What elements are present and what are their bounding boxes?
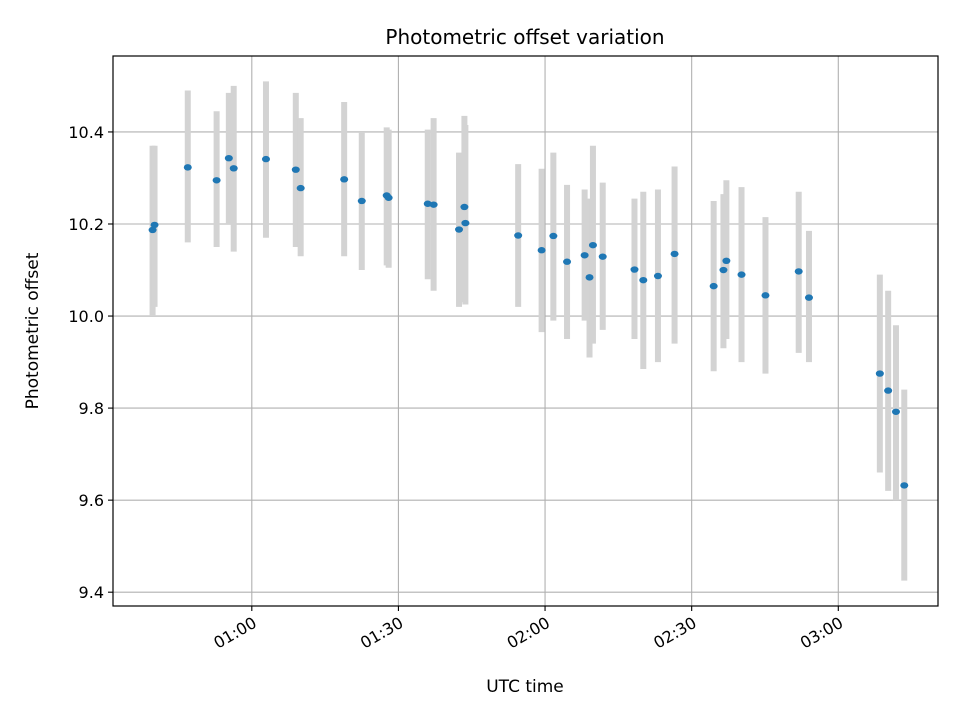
data-point [455,226,464,233]
data-point [891,408,900,415]
data-point [514,232,523,239]
data-point [296,184,305,192]
data-point [761,292,770,299]
grid-lines [113,56,938,606]
y-tick-label: 10.2 [68,215,104,234]
data-point [429,201,438,208]
data-point [598,253,607,260]
data-point [722,257,731,265]
x-tick-label: 03:00 [797,613,846,653]
plot-area-frame [112,55,939,607]
data-point [585,274,594,281]
data-point [875,370,884,377]
data-point [183,164,192,171]
data-point [384,194,393,201]
data-point [150,221,159,229]
x-tick-label: 02:00 [504,613,553,653]
data-point [212,177,221,184]
data-point [719,266,728,274]
data-point [639,276,648,284]
data-point [794,268,803,275]
data-point [709,282,718,290]
data-point [148,226,157,234]
x-axis-label: UTC time [486,677,564,697]
data-point [737,271,746,278]
data-point [884,387,893,394]
y-tick-label: 10.0 [68,307,104,326]
y-tick-label: 9.4 [79,583,104,602]
data-point [357,197,366,205]
data-point [588,241,597,249]
chart-title: Photometric offset variation [385,25,664,49]
data-point [291,166,300,173]
data-point [229,165,238,172]
data-point [460,203,469,211]
data-point [549,232,558,240]
data-point [670,250,679,258]
data-point [537,247,546,254]
data-point [461,219,470,227]
x-tick-label: 01:00 [210,613,259,653]
data-point [340,176,349,183]
data-point [224,154,233,162]
data-point [261,155,270,163]
x-tick-label: 01:30 [357,613,406,653]
y-tick-label: 9.8 [79,399,104,418]
y-tick-label: 10.4 [68,123,104,142]
x-tick-label: 02:30 [650,613,699,653]
data-point [580,252,589,259]
data-point [900,482,909,489]
y-tick-label: 9.6 [79,491,104,510]
data-points [148,154,909,489]
data-point [563,258,572,265]
data-point [804,294,813,301]
data-point [630,266,639,273]
data-point [653,272,662,280]
y-axis-label: Photometric offset [23,252,43,409]
